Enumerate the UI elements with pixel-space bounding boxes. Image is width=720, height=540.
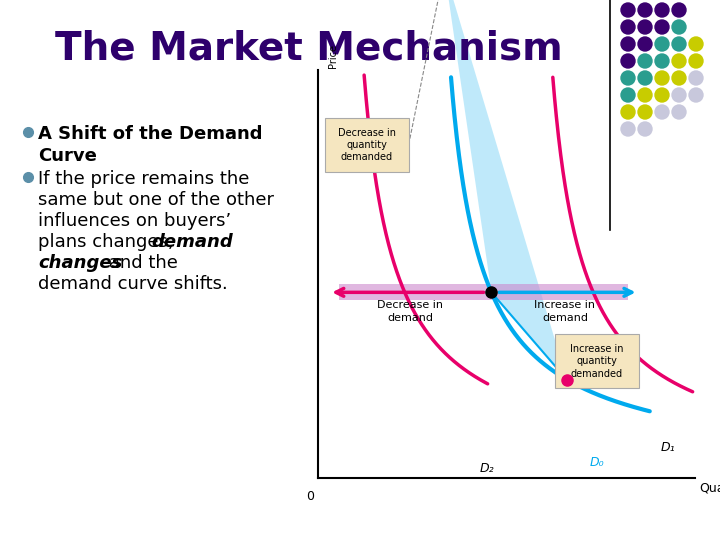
Circle shape [638,105,652,119]
Text: demand: demand [542,313,588,323]
Text: Increase in: Increase in [534,300,595,310]
Circle shape [672,71,686,85]
Circle shape [655,54,669,68]
Circle shape [672,88,686,102]
Circle shape [621,3,635,17]
Circle shape [672,37,686,51]
Circle shape [638,122,652,136]
Circle shape [689,71,703,85]
Circle shape [672,54,686,68]
Text: Increase in
quantity
demanded: Increase in quantity demanded [570,344,624,379]
Text: D₂: D₂ [480,462,495,475]
Circle shape [638,88,652,102]
Text: demand: demand [151,233,233,251]
Circle shape [672,3,686,17]
Circle shape [621,20,635,34]
Text: The Market Mechanism: The Market Mechanism [55,30,563,68]
Circle shape [638,37,652,51]
Text: If the price remains the: If the price remains the [38,170,249,188]
Text: influences on buyers’: influences on buyers’ [38,212,231,230]
Circle shape [689,54,703,68]
Circle shape [655,88,669,102]
Text: changes: changes [38,254,122,272]
Bar [339,285,629,300]
Circle shape [621,37,635,51]
Text: Curve: Curve [38,147,97,165]
Circle shape [621,88,635,102]
Text: plans changes,: plans changes, [38,233,179,251]
FancyBboxPatch shape [325,118,408,172]
Text: demand curve shifts.: demand curve shifts. [38,275,228,293]
Circle shape [621,71,635,85]
Circle shape [621,122,635,136]
Polygon shape [444,0,567,380]
Text: D₀: D₀ [590,456,604,469]
FancyBboxPatch shape [554,334,639,388]
Text: D₁: D₁ [661,441,675,454]
Circle shape [655,3,669,17]
Text: demand: demand [387,313,433,323]
Circle shape [655,37,669,51]
Text: Quantity: Quantity [699,482,720,495]
Text: 0: 0 [306,490,314,503]
Circle shape [638,71,652,85]
Circle shape [638,3,652,17]
Circle shape [638,54,652,68]
Text: Price: Price [328,44,338,68]
Circle shape [621,105,635,119]
Text: same but one of the other: same but one of the other [38,191,274,209]
Circle shape [672,105,686,119]
Circle shape [672,20,686,34]
Circle shape [655,71,669,85]
Text: Decrease in: Decrease in [377,300,444,310]
Text: and the: and the [103,254,178,272]
Circle shape [638,20,652,34]
Text: Decrease in
quantity
demanded: Decrease in quantity demanded [338,127,395,163]
Circle shape [689,88,703,102]
Circle shape [655,20,669,34]
Circle shape [689,37,703,51]
Circle shape [621,54,635,68]
Circle shape [655,105,669,119]
Text: A Shift of the Demand: A Shift of the Demand [38,125,263,143]
